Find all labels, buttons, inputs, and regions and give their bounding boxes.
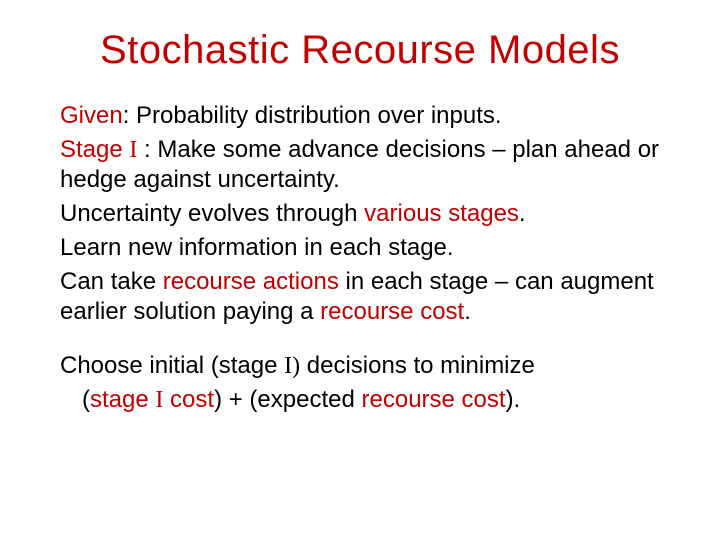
slide-title: Stochastic Recourse Models	[60, 28, 660, 73]
line-learn: Learn new information in each stage.	[60, 233, 660, 263]
line-choose: Choose initial (stage I) decisions to mi…	[60, 351, 660, 381]
text-given-rest: : Probability distribution over inputs.	[123, 102, 502, 129]
text-stage-word: stage	[90, 386, 155, 413]
line-recourse: Can take recourse actions in each stage …	[60, 267, 660, 327]
text-uncert-c: .	[519, 200, 526, 227]
line-given: Given: Probability distribution over inp…	[60, 101, 660, 131]
text-recourse-actions: recourse actions	[163, 268, 339, 295]
text-expr-mid: ) + (expected	[214, 386, 361, 413]
slide: Stochastic Recourse Models Given: Probab…	[0, 0, 720, 540]
text-stage-label: Stage	[60, 136, 129, 163]
text-rec-e: .	[464, 298, 471, 325]
text-choose-a: Choose initial (stage	[60, 352, 284, 379]
text-cost-word: cost	[163, 386, 214, 413]
text-uncert-a: Uncertainty evolves through	[60, 200, 364, 227]
text-expr-open: (	[82, 386, 90, 413]
slide-body: Given: Probability distribution over inp…	[60, 101, 660, 415]
text-given: Given	[60, 102, 123, 129]
text-recourse-cost: recourse cost	[320, 298, 464, 325]
text-various-stages: various stages	[364, 200, 519, 227]
text-stage-rest: : Make some advance decisions – plan ahe…	[60, 136, 659, 193]
text-roman-i-2: I)	[284, 353, 300, 379]
text-rec-a: Can take	[60, 268, 163, 295]
text-expr-close: ).	[506, 386, 521, 413]
text-recourse-cost-2: recourse cost	[362, 386, 506, 413]
line-stage1: Stage I : Make some advance decisions – …	[60, 135, 660, 195]
line-cost-expr: (stage I cost) + (expected recourse cost…	[60, 385, 660, 415]
line-uncertainty: Uncertainty evolves through various stag…	[60, 199, 660, 229]
text-learn: Learn new information in each stage.	[60, 234, 454, 261]
text-choose-b: decisions to minimize	[300, 352, 535, 379]
